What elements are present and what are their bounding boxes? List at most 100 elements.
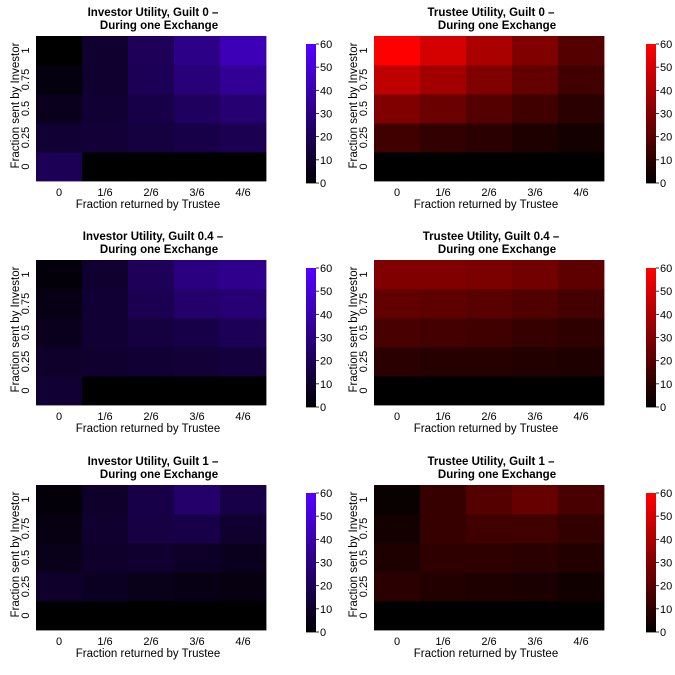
x-tick-label: 1/6 — [97, 411, 112, 423]
colorbar-segment — [306, 571, 316, 575]
heatmap-cell — [128, 601, 175, 631]
colorbar-segment — [306, 309, 316, 313]
colorbar-segment — [646, 118, 656, 121]
heatmap-cell — [374, 601, 421, 631]
y-tick-label: 1 — [20, 271, 32, 277]
colorbar-segment — [646, 328, 656, 331]
x-tick-label: 2/6 — [481, 411, 496, 423]
colorbar-segment — [306, 44, 316, 47]
colorbar-segment — [306, 127, 316, 131]
heatmap-cell — [220, 514, 267, 544]
heatmap-cell — [374, 543, 421, 573]
colorbar-segment — [646, 367, 656, 371]
heatmap-cell — [512, 289, 559, 319]
colorbar-tick-label: 10 — [660, 155, 672, 167]
chart-title-line2: During one Exchange — [100, 20, 218, 32]
colorbar-segment — [646, 274, 656, 278]
colorbar-segment — [646, 495, 656, 499]
colorbar-segment — [306, 295, 316, 299]
colorbar-segment — [306, 106, 316, 110]
colorbar-segment — [646, 176, 656, 179]
heatmap-cell — [82, 376, 129, 406]
colorbar-tick-label: 50 — [320, 511, 332, 523]
colorbar-segment — [306, 90, 316, 94]
heatmap-cell — [420, 514, 467, 544]
colorbar-segment — [306, 587, 316, 591]
heatmap-cell — [36, 123, 83, 153]
colorbar-segment — [646, 527, 656, 531]
chart-title-line1: Trustee Utility, Guilt 1 – — [428, 456, 556, 468]
colorbar-segment — [306, 402, 316, 406]
heatmap-cell — [128, 152, 175, 182]
colorbar-segment — [646, 85, 656, 89]
heatmap-cell — [420, 36, 467, 66]
heatmap-cell — [174, 347, 221, 377]
colorbar-segment — [306, 520, 316, 524]
colorbar-segment — [646, 564, 656, 568]
colorbar-segment — [306, 129, 316, 133]
colorbar-segment — [306, 618, 316, 621]
colorbar-segment — [646, 148, 656, 151]
heatmap-cell — [174, 65, 221, 95]
colorbar-segment — [306, 136, 316, 140]
x-tick-label: 0 — [394, 411, 400, 423]
heatmap-cell — [36, 543, 83, 573]
colorbar-segment — [646, 590, 656, 594]
colorbar-segment — [646, 393, 656, 396]
heatmap-cell — [128, 347, 175, 377]
heatmap-cell — [466, 123, 513, 153]
colorbar-segment — [646, 530, 656, 533]
colorbar-segment — [306, 83, 316, 87]
heatmap-cell — [36, 347, 83, 377]
colorbar-segment — [306, 502, 316, 505]
y-tick-label: 0.5 — [358, 325, 370, 340]
heatmap-cell — [420, 318, 467, 348]
colorbar-segment — [306, 560, 316, 563]
heatmap-cell — [174, 123, 221, 153]
colorbar-segment — [306, 332, 316, 336]
colorbar-segment — [306, 330, 316, 334]
heatmap-cell — [466, 347, 513, 377]
heatmap-cell — [466, 485, 513, 515]
colorbar-segment — [306, 581, 316, 584]
heatmap-cell — [466, 601, 513, 631]
colorbar-segment — [646, 537, 656, 540]
x-tick-label: 3/6 — [189, 636, 204, 648]
heatmap-cell — [36, 94, 83, 124]
x-tick-label: 2/6 — [143, 411, 158, 423]
heatmap-cell — [512, 260, 559, 290]
colorbar-segment — [306, 553, 316, 556]
y-tick-label: 0 — [20, 612, 32, 618]
heatmap-cell — [220, 485, 267, 515]
colorbar-segment — [646, 81, 656, 84]
heatmap-cell — [174, 376, 221, 406]
colorbar-segment — [646, 402, 656, 406]
colorbar-segment — [306, 55, 316, 59]
colorbar-segment — [646, 397, 656, 401]
colorbar-segment — [646, 101, 656, 105]
colorbar-tick-label: 40 — [660, 85, 672, 97]
colorbar-segment — [646, 113, 656, 117]
colorbar-segment — [306, 509, 316, 512]
colorbar-segment — [306, 597, 316, 600]
colorbar-segment — [646, 539, 656, 543]
colorbar-segment — [306, 516, 316, 519]
colorbar-segment — [306, 539, 316, 543]
colorbar-tick-label: 50 — [660, 511, 672, 523]
heatmap-cell — [466, 260, 513, 290]
colorbar-segment — [646, 390, 656, 394]
colorbar-segment — [306, 108, 316, 112]
heatmap-cell — [512, 601, 559, 631]
colorbar-segment — [306, 362, 316, 366]
colorbar-segment — [306, 574, 316, 577]
colorbar-segment — [646, 349, 656, 352]
colorbar-segment — [646, 362, 656, 366]
heatmap-cell — [82, 289, 129, 319]
colorbar-segment — [646, 353, 656, 357]
colorbar-segment — [646, 180, 656, 184]
heatmap-cell — [220, 36, 267, 66]
x-tick-label: 0 — [394, 636, 400, 648]
colorbar-segment — [306, 604, 316, 607]
colorbar-segment — [646, 136, 656, 140]
colorbar-segment — [646, 125, 656, 128]
